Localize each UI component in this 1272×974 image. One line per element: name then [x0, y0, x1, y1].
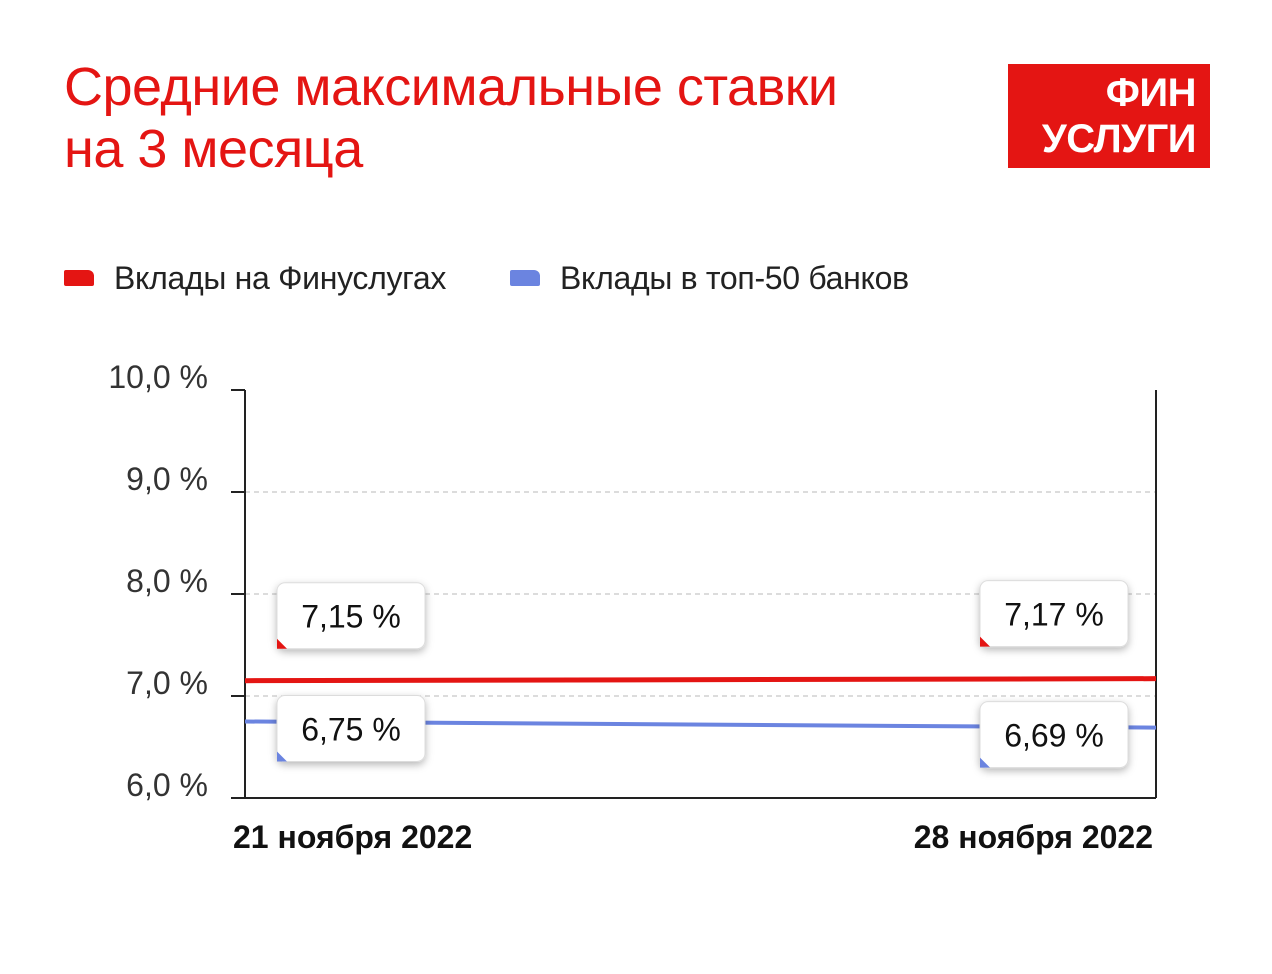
legend-swatch-blue — [510, 270, 540, 286]
data-label-box — [276, 695, 426, 762]
legend-item-top50: Вклады в топ-50 банков — [510, 258, 909, 298]
data-label-corner-mark — [980, 636, 990, 647]
data-label-top50: 6,69 % — [979, 701, 1129, 769]
y-tick-label: 10,0 % — [108, 359, 208, 395]
data-label-box — [276, 582, 426, 650]
data-label-box — [979, 580, 1129, 648]
logo-text-line-2: УСЛУГИ — [1041, 117, 1197, 161]
data-label-top50: 6,75 % — [276, 695, 426, 762]
x-tick-label: 21 ноября 2022 — [233, 819, 472, 855]
legend-label-finuslugi: Вклады на Финуслугах — [114, 259, 447, 296]
y-tick-label: 9,0 % — [126, 461, 208, 497]
chart-title: Средние максимальные ставки на 3 месяца — [64, 57, 838, 179]
data-label-text: 7,17 % — [1004, 597, 1104, 633]
data-label-corner-mark — [277, 638, 287, 649]
data-label-corner-mark — [980, 757, 990, 768]
logo-text-line-1: ФИН — [1105, 71, 1197, 115]
finuslugi-logo: ФИН УСЛУГИ — [1008, 64, 1210, 168]
data-label-finuslugi: 7,15 % — [276, 582, 426, 650]
y-tick-label: 6,0 % — [126, 767, 208, 803]
data-label-text: 6,69 % — [1004, 718, 1104, 754]
data-label-finuslugi: 7,17 % — [979, 580, 1129, 648]
legend-item-finuslugi: Вклады на Финуслугах — [64, 258, 446, 298]
series-line-finuslugi — [244, 676, 1157, 684]
data-label-text: 6,75 % — [301, 712, 401, 748]
legend-label-top50: Вклады в топ-50 банков — [560, 259, 909, 296]
data-label-text: 7,15 % — [301, 599, 401, 635]
data-label-box — [979, 701, 1129, 769]
data-label-corner-mark — [277, 751, 287, 762]
x-tick-label: 28 ноября 2022 — [914, 819, 1153, 855]
legend-swatch-red — [64, 270, 94, 286]
y-tick-label: 7,0 % — [126, 665, 208, 701]
y-tick-label: 8,0 % — [126, 563, 208, 599]
